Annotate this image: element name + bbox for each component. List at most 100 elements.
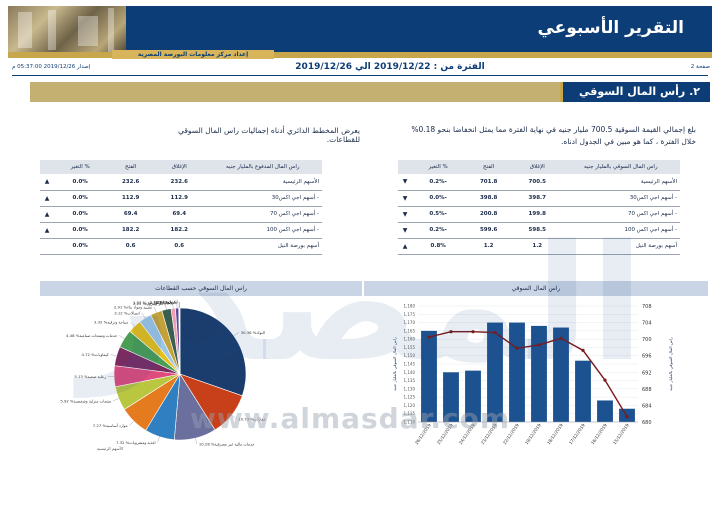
up-arrow-icon: ▲ <box>40 222 54 239</box>
report-source: إعداد مركز معلومات البورصة المصرية <box>112 50 274 59</box>
y-right-tick: 692 <box>642 370 652 376</box>
y-left-tick: 1,135 <box>404 378 416 383</box>
x-tick-label: 16/12/2019 <box>590 422 608 445</box>
row-close: 232.6 <box>154 174 204 191</box>
header-banner: التقرير الأسبوعي <box>8 6 712 54</box>
line-point <box>427 335 431 339</box>
y-right-tick: 704 <box>642 321 652 327</box>
slice-leader-line <box>113 398 119 401</box>
slice-label: 7.27 %موارد أساسية <box>93 423 128 428</box>
y-right-tick: 708 <box>642 304 652 310</box>
x-tick-label: 17/12/2019 <box>568 422 586 445</box>
row-open: 398.8 <box>464 190 513 207</box>
y-left-tick: 1,180 <box>404 304 416 309</box>
bar-panel-title: راس المال السوقي <box>364 281 708 296</box>
pie-intro: يعرض المخطط الدائري أدناه إجماليات راس ا… <box>178 126 360 144</box>
y-right-tick: 680 <box>642 420 652 426</box>
y-left-tick: 1,160 <box>404 337 416 342</box>
line-point <box>515 346 519 350</box>
y-left-tick: 1,150 <box>404 353 416 358</box>
slice-label: 3.32 %سياحة وترفيه <box>94 319 128 324</box>
slice-leader-line <box>119 335 125 339</box>
table-row: الأسهم الرئيسية 700.5 701.8 -0.2% ▼ <box>398 174 680 191</box>
market-cap-bar <box>465 370 481 422</box>
issue-date: إصدار 2019/12/26 05:37:00 م <box>12 64 91 70</box>
row-close: 112.9 <box>154 190 204 207</box>
market-cap-bar <box>597 400 613 422</box>
row-change: -0.5% <box>412 206 465 223</box>
slice-leader-line <box>172 302 174 309</box>
y-left-tick: 1,165 <box>404 328 416 333</box>
row-open: 69.4 <box>106 206 155 223</box>
y-left-tick: 1,175 <box>404 312 416 317</box>
up-arrow-icon: ▲ <box>40 174 54 191</box>
banner-photo <box>8 6 126 54</box>
slice-label: 2.91 %تشييد ومواد بناء <box>114 304 152 309</box>
row-name: أسهم بورصة النيل <box>203 238 322 255</box>
slice-label: 3.12 %اتصالات <box>114 310 140 315</box>
header-divider <box>12 75 708 76</box>
x-tick-label: 24/12/2019 <box>458 422 476 445</box>
slice-leader-line <box>165 303 167 310</box>
x-tick-label: 26/12/2019 <box>414 422 432 445</box>
slice-label: 1.07 %تجارة وموزعون <box>133 300 171 305</box>
row-open: 232.6 <box>106 174 155 191</box>
line-point <box>471 330 475 334</box>
paid-capital-table: راس المال المدفوع بالمليار جنيه الإغلاق … <box>40 160 322 255</box>
y-right-tick: 688 <box>642 387 652 393</box>
market-cap-bar-chart: 1,180 1,175 1,170 1,165 1,160 1,155 1,150 1,145… <box>392 304 673 446</box>
col-change: % التغير <box>54 160 107 174</box>
slice-label: 4.72 %كيماويات <box>82 352 109 357</box>
y-right-label: راس المال السوقي بالمليار جنيه <box>668 337 673 391</box>
row-open: 0.6 <box>106 238 155 255</box>
y-left-tick: 1,155 <box>404 345 416 350</box>
table-row: أسهم بورصة النيل 1.2 1.2 0.8% ▲ <box>398 238 680 255</box>
line-point <box>493 330 497 335</box>
y-left-tick: 1,110 <box>404 420 416 425</box>
up-arrow-icon: ▲ <box>40 206 54 223</box>
row-change: 0.8% <box>412 238 465 255</box>
up-arrow-icon: ▲ <box>398 238 412 255</box>
y-left-label: راس المال السوقي بالمليار جنيه <box>392 337 397 391</box>
y-right-tick: 696 <box>642 354 652 360</box>
row-name: الأسهم الرئيسية <box>203 174 322 191</box>
y-right-tick: 700 <box>642 337 652 343</box>
row-change: -0.2% <box>412 174 465 191</box>
section-title: ٢. رأس المال السوقي <box>560 82 710 102</box>
market-cap-table: راس المال السوقي بالمليار جنيه الإغلاق ا… <box>398 160 680 255</box>
col-arrow <box>40 160 54 174</box>
table-row: أسهم بورصة النيل 0.6 0.6 0.0% <box>40 238 322 255</box>
up-arrow-icon: ▲ <box>40 190 54 207</box>
sector-pie-chart: 30.36 %النوك 10.73 %عقارات 10.28 %خدمات ما… <box>60 300 265 452</box>
row-name: - أسهم اجي اكس 70 <box>203 206 322 223</box>
slice-leader-line <box>129 421 134 426</box>
x-tick-label: 25/12/2019 <box>436 422 454 445</box>
table-row: - أسهم اجي اكس30 398.7 398.8 -0.0% ▼ <box>398 190 680 207</box>
table-row: - أسهم اجي اكس 70 199.8 200.8 -0.5% ▼ <box>398 206 680 223</box>
row-change: 0.0% <box>54 190 107 207</box>
line-point <box>625 415 629 419</box>
row-name: الأسهم الرئيسية <box>561 174 680 191</box>
row-name: - أسهم اجي اكس30 <box>203 190 322 207</box>
col-close: الإغلاق <box>512 160 562 174</box>
row-change: 0.0% <box>54 206 107 223</box>
slice-leader-line <box>233 332 239 336</box>
slice-label: 10.73 %عقارات <box>238 416 265 421</box>
row-name: - أسهم اجي اكس30 <box>561 190 680 207</box>
down-arrow-icon: ▼ <box>398 174 412 191</box>
row-open: 701.8 <box>464 174 513 191</box>
row-close: 398.7 <box>512 190 562 207</box>
slice-leader-line <box>141 312 146 319</box>
row-close: 700.5 <box>512 174 562 191</box>
row-change: 0.0% <box>54 238 107 255</box>
line-point <box>603 378 607 382</box>
col-open: الفتح <box>464 160 513 174</box>
slice-label: 2.25 %غاز وبترول <box>133 301 163 306</box>
down-arrow-icon: ▼ <box>398 206 412 223</box>
table-row: - أسهم اجي اكس 70 69.4 69.4 0.0% ▲ <box>40 206 322 223</box>
y-left-tick: 1,120 <box>404 403 416 408</box>
table-row: الأسهم الرئيسية 232.6 232.6 0.0% ▲ <box>40 174 322 191</box>
x-tick-label: 15/12/2019 <box>612 422 630 445</box>
row-name: - أسهم اجي اكس 100 <box>561 222 680 239</box>
report-title: التقرير الأسبوعي <box>537 18 684 38</box>
